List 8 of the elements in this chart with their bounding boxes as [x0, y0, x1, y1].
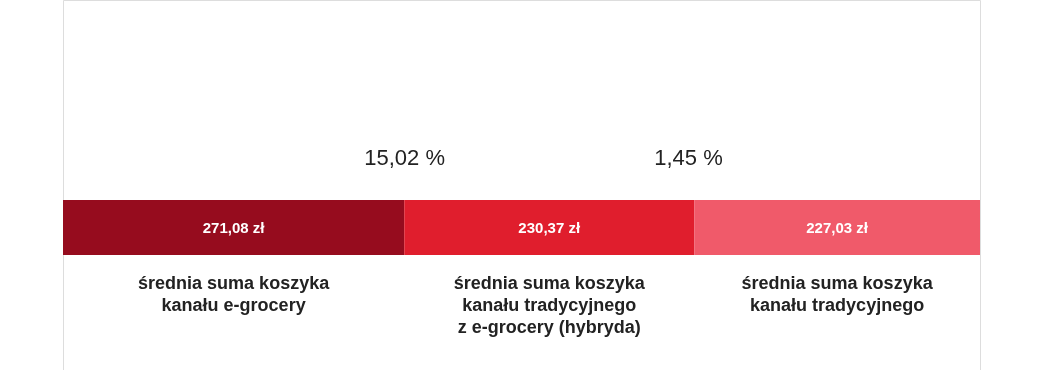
series-label: średnia suma koszyka kanału tradycyjnego z e-grocery (hybryda)	[453, 273, 646, 337]
series-label: średnia suma koszyka kanału e-grocery	[138, 273, 331, 315]
data-label: 230,37 zł	[518, 218, 581, 236]
series-label: średnia suma koszyka kanału tradycyjnego	[741, 273, 934, 315]
data-label: 271,08 zł	[202, 218, 266, 236]
text: 15,02 %	[364, 145, 445, 170]
data-label: 227,03 zł	[806, 218, 869, 236]
text: 1,45 %	[654, 145, 723, 170]
